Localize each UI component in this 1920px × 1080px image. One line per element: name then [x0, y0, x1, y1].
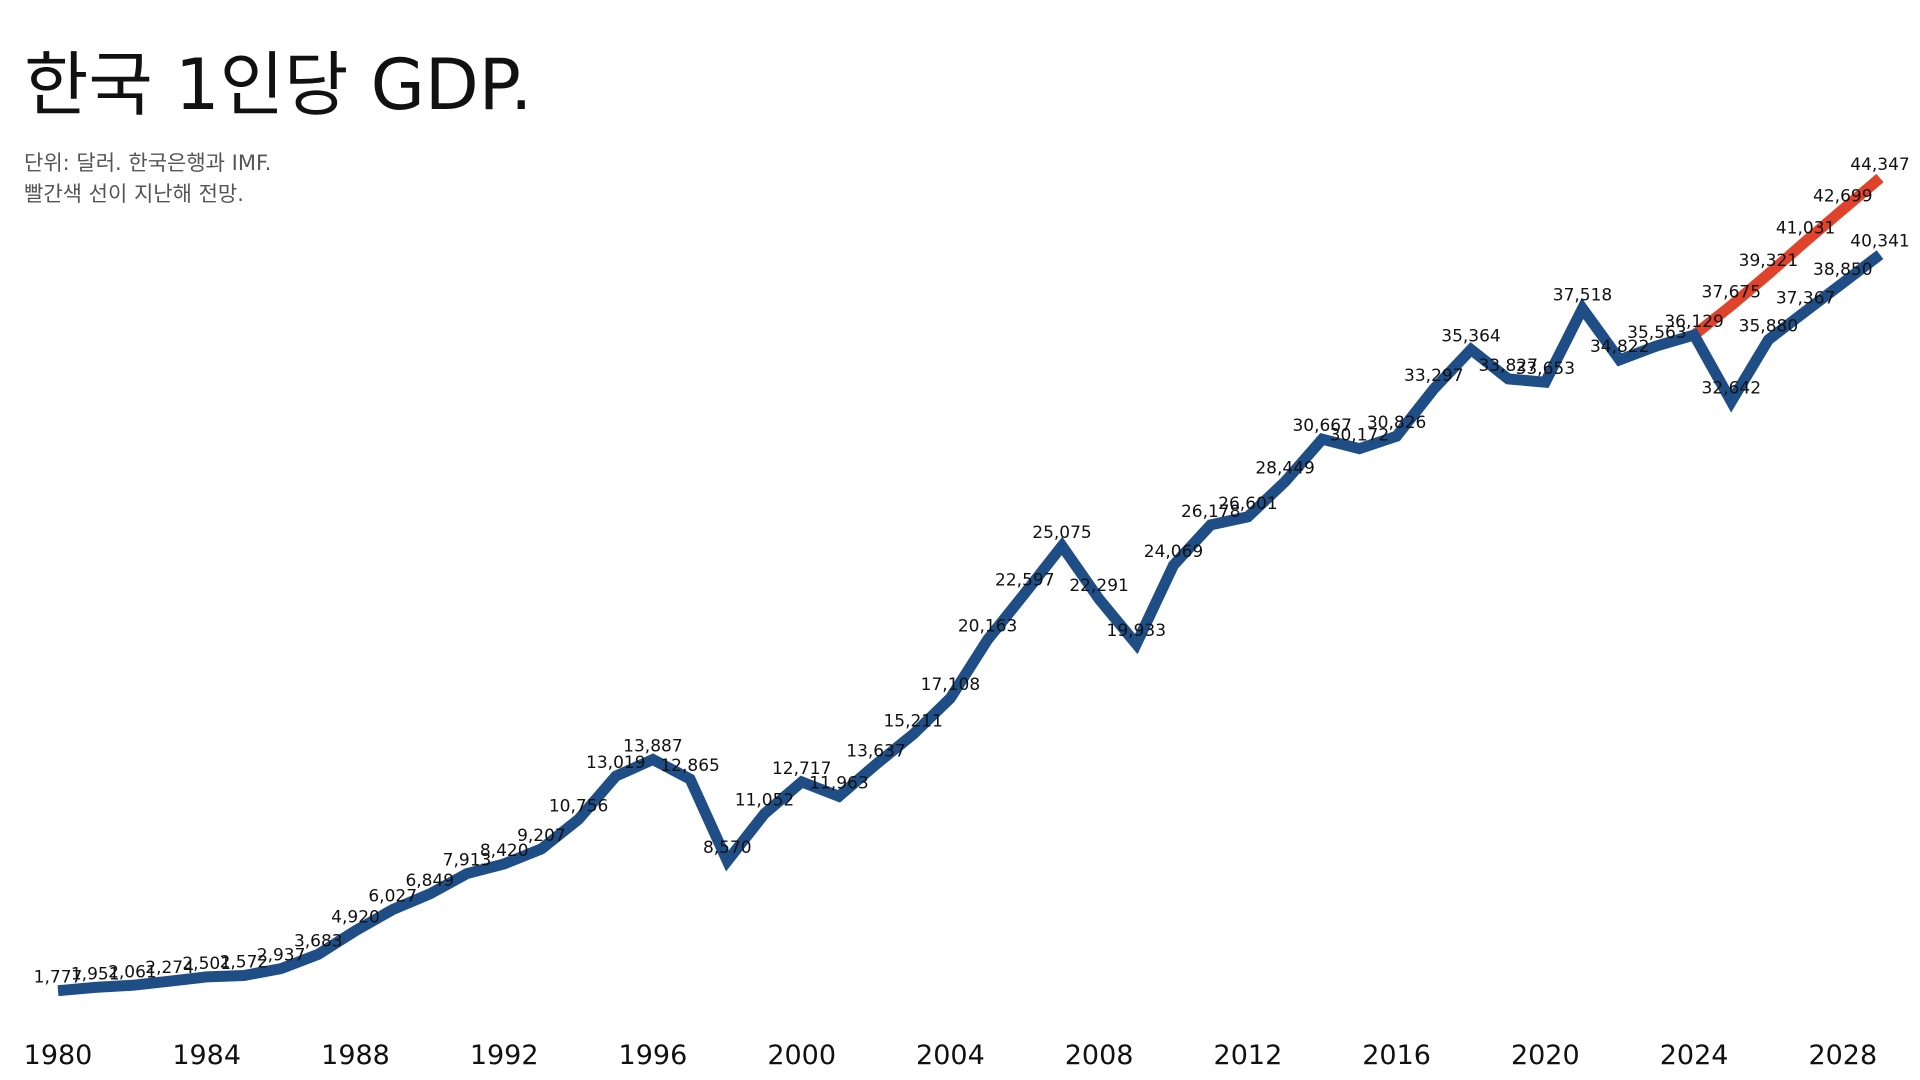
data-label-0-2009: 19,933 [1107, 621, 1166, 641]
data-label-0-2029: 40,341 [1850, 232, 1909, 252]
x-tick-label-2012: 2012 [1214, 1040, 1283, 1071]
data-label-0-1981: 1,951 [71, 964, 120, 984]
data-label-0-2014: 30,667 [1292, 416, 1351, 436]
series-layer [57, 173, 1884, 997]
x-tick-label-1992: 1992 [470, 1040, 539, 1071]
data-label-0-2011: 26,178 [1181, 502, 1240, 522]
data-label-0-1991: 7,913 [443, 851, 492, 871]
subtitle-line-2: 빨간색 선이 지난해 전망. [24, 182, 244, 206]
data-label-0-2015: 30,172 [1330, 426, 1389, 446]
data-label-0-1997: 12,865 [660, 756, 719, 776]
data-label-0-1994: 10,756 [549, 796, 608, 816]
data-label-0-2010: 24,069 [1144, 542, 1203, 562]
series-line-0 [57, 250, 1884, 997]
data-label-0-2016: 30,826 [1367, 413, 1426, 433]
data-label-0-2001: 11,963 [809, 773, 868, 793]
data-label-0-2013: 28,449 [1255, 459, 1314, 479]
data-label-0-2022: 34,822 [1590, 337, 1649, 357]
x-tick-label-2028: 2028 [1808, 1040, 1877, 1071]
x-tick-label-2024: 2024 [1660, 1040, 1729, 1071]
data-label-0-2021: 37,518 [1553, 286, 1612, 306]
x-tick-label-2004: 2004 [916, 1040, 985, 1071]
data-label-0-1985: 2,572 [220, 953, 269, 973]
data-label-0-1989: 6,027 [368, 887, 417, 907]
data-label-1-2026: 39,321 [1739, 251, 1798, 271]
data-label-0-1998: 8,570 [703, 838, 752, 858]
data-label-1-2027: 41,031 [1776, 218, 1835, 238]
x-axis: 1980 1984 1988 1992 1996 2000 2004 2008 2012 2016… [24, 1040, 1878, 1071]
x-tick-label-2020: 2020 [1511, 1040, 1580, 1071]
chart-title: 한국 1인당 GDP. [24, 44, 533, 126]
data-label-0-1993: 9,207 [517, 826, 566, 846]
data-label-0-1982: 2,061 [108, 962, 157, 982]
series-line-1 [1690, 173, 1884, 340]
data-label-0-2000: 12,717 [772, 759, 831, 779]
data-label-1-2025: 37,675 [1702, 283, 1761, 303]
data-label-0-1984: 2,501 [182, 954, 231, 974]
data-label-layer: 1,7771,9512,0612,2742,5012,5722,9373,683… [34, 155, 1910, 988]
data-label-0-2004: 17,108 [921, 675, 980, 695]
x-tick-label-1980: 1980 [24, 1040, 93, 1071]
x-tick-label-2016: 2016 [1362, 1040, 1431, 1071]
data-label-0-2006: 22,597 [995, 570, 1054, 590]
x-tick-label-2000: 2000 [767, 1040, 836, 1071]
data-label-0-1996: 13,887 [623, 737, 682, 757]
data-label-0-2003: 15,211 [883, 711, 942, 731]
data-label-0-2017: 33,297 [1404, 366, 1463, 386]
data-label-0-2018: 35,364 [1441, 327, 1500, 347]
data-label-0-2020: 33,653 [1516, 359, 1575, 379]
data-label-0-2019: 33,827 [1478, 356, 1537, 376]
x-tick-label-1996: 1996 [619, 1040, 688, 1071]
data-label-1-2028: 42,699 [1813, 187, 1872, 207]
data-label-0-2012: 26,601 [1218, 494, 1277, 514]
data-label-0-1983: 2,274 [145, 958, 194, 978]
data-label-0-2026: 35,880 [1739, 317, 1798, 337]
data-label-0-1992: 8,420 [480, 841, 529, 861]
subtitle-line-1: 단위: 달러. 한국은행과 IMF. [24, 151, 272, 175]
x-tick-label-1984: 1984 [172, 1040, 241, 1071]
data-label-0-2008: 22,291 [1069, 576, 1128, 596]
chart-subtitle: 단위: 달러. 한국은행과 IMF. 빨간색 선이 지난해 전망. [24, 148, 271, 210]
data-label-0-2002: 13,637 [846, 741, 905, 761]
data-label-0-1990: 6,849 [405, 871, 454, 891]
data-label-0-1987: 3,683 [294, 931, 343, 951]
data-label-0-1980: 1,777 [34, 968, 83, 988]
data-label-0-1995: 13,019 [586, 753, 645, 773]
data-label-0-2027: 37,367 [1776, 288, 1835, 308]
data-label-0-2025: 32,642 [1702, 379, 1761, 399]
data-label-0-2028: 38,850 [1813, 260, 1872, 280]
data-label-0-1999: 11,052 [735, 791, 794, 811]
data-label-0-2024: 36,129 [1664, 312, 1723, 332]
data-label-1-2029: 44,347 [1850, 155, 1909, 175]
data-label-0-1988: 4,920 [331, 908, 380, 928]
data-label-0-2023: 35,563 [1627, 323, 1686, 343]
x-tick-label-2008: 2008 [1065, 1040, 1134, 1071]
data-label-0-2007: 25,075 [1032, 523, 1091, 543]
data-label-0-2005: 20,163 [958, 617, 1017, 637]
x-tick-label-1988: 1988 [321, 1040, 390, 1071]
data-label-0-1986: 2,937 [257, 946, 306, 966]
